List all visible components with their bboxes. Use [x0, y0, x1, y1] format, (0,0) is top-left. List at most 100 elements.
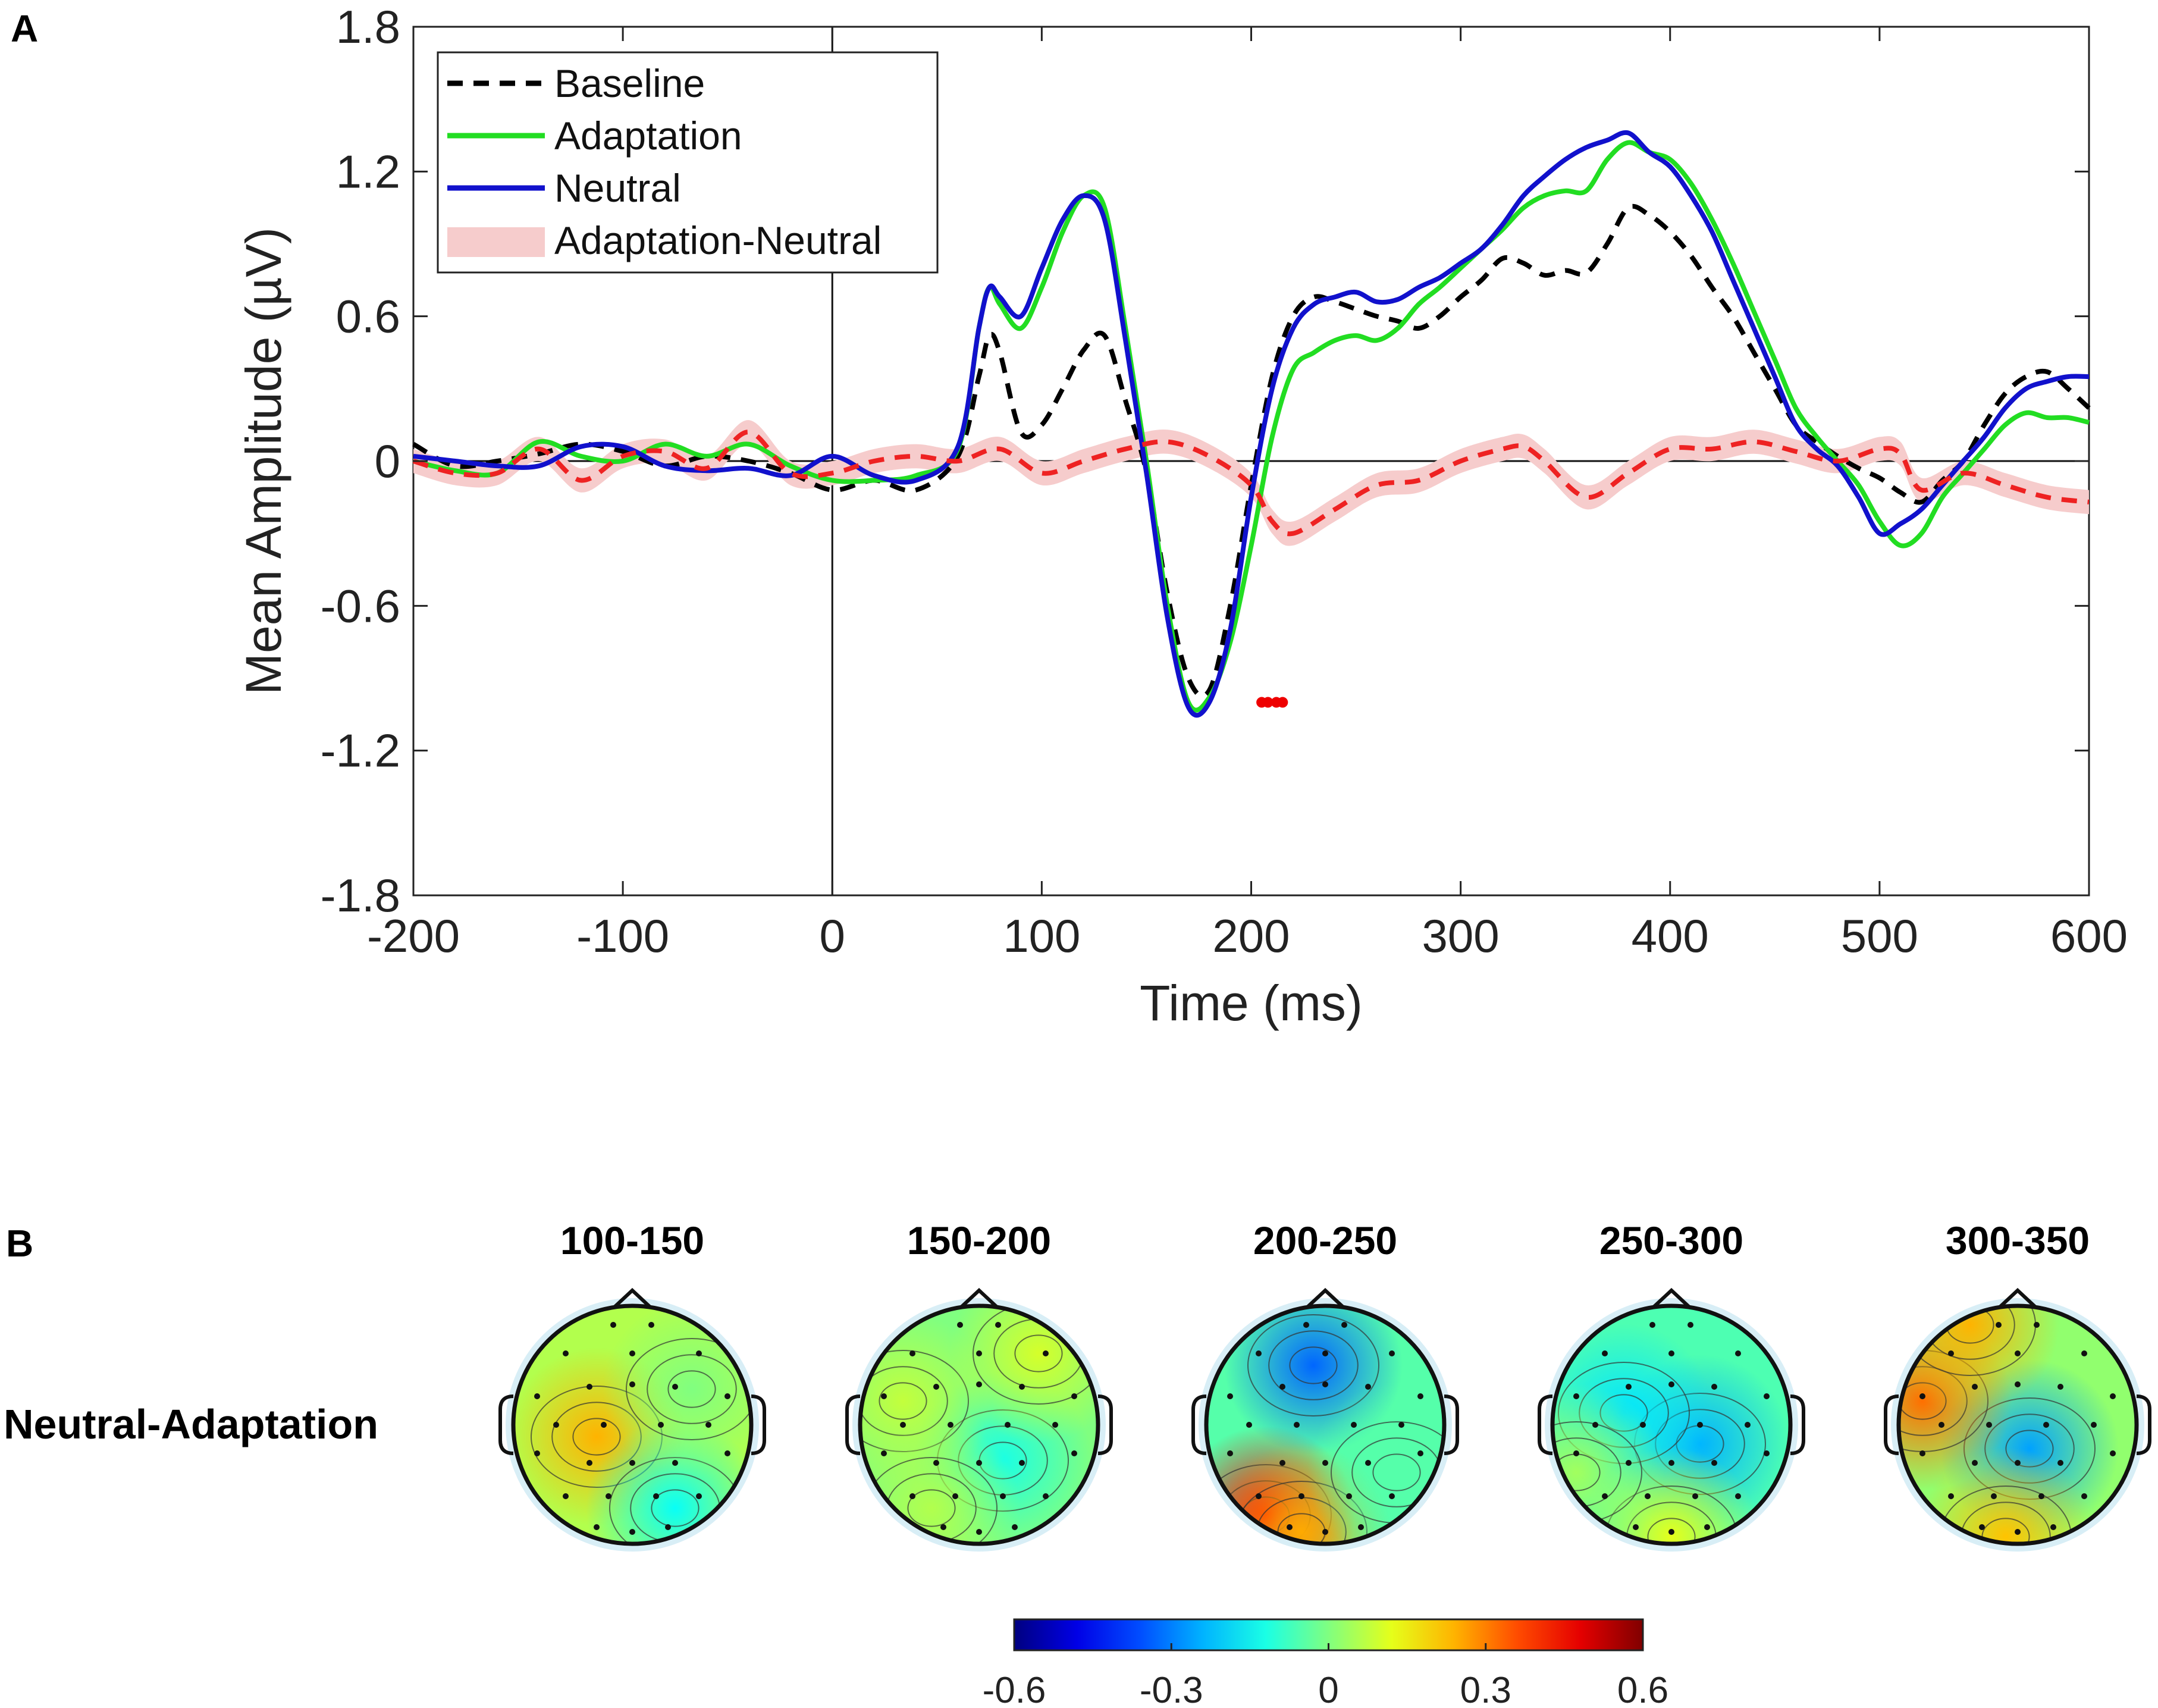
- right-ear: [1790, 1394, 1805, 1455]
- electrode: [1322, 1350, 1328, 1356]
- colorbar-tick-label: -0.3: [1140, 1670, 1203, 1708]
- electrode: [653, 1493, 659, 1499]
- electrode: [2081, 1493, 2087, 1499]
- topomap-4: 250-300: [1538, 1218, 1805, 1552]
- electrode: [672, 1384, 678, 1390]
- electrode: [1711, 1384, 1717, 1390]
- electrode: [1573, 1393, 1579, 1399]
- electrode: [629, 1460, 635, 1466]
- electrode: [1986, 1422, 1992, 1428]
- potential-field: [1552, 1324, 1789, 1544]
- contour-line: [907, 1489, 956, 1527]
- electrode: [1358, 1524, 1364, 1530]
- electrode: [1294, 1422, 1300, 1428]
- electrode: [1649, 1322, 1655, 1328]
- electrode: [1948, 1350, 1954, 1356]
- panel-a-letter: A: [11, 7, 38, 50]
- contour-line: [1247, 1314, 1379, 1416]
- electrode: [1389, 1493, 1395, 1499]
- x-tick-label: 500: [1841, 910, 1918, 962]
- head-outline: [1204, 1303, 1447, 1546]
- electrode: [1687, 1322, 1693, 1328]
- electrode: [1351, 1422, 1357, 1428]
- electrode: [629, 1350, 635, 1356]
- electrode: [1626, 1460, 1632, 1466]
- topomap-title: 200-250: [1253, 1218, 1397, 1262]
- electrode: [933, 1460, 939, 1466]
- electrode: [1633, 1524, 1639, 1530]
- electrode: [1071, 1393, 1077, 1399]
- electrode: [1298, 1493, 1304, 1499]
- legend-swatch-adaptation-neutral: [447, 227, 545, 257]
- electrode: [1602, 1493, 1608, 1499]
- topomap-title: 300-350: [1946, 1218, 2090, 1262]
- topomap-1: 100-150: [498, 1218, 766, 1552]
- topomap-5: 300-350: [1884, 1218, 2151, 1552]
- topomap-2: 150-200: [845, 1218, 1113, 1552]
- electrode: [900, 1422, 906, 1428]
- electrode: [1365, 1460, 1371, 1466]
- left-ear: [1538, 1394, 1553, 1455]
- electrode: [909, 1493, 915, 1499]
- nose: [613, 1287, 652, 1309]
- electrode: [1697, 1422, 1703, 1428]
- electrode: [1417, 1450, 1423, 1456]
- y-tick-label: -1.8: [321, 869, 400, 922]
- contour-line: [667, 1370, 716, 1408]
- contour-line: [1647, 1518, 1696, 1544]
- nose: [959, 1287, 999, 1309]
- head-halo: [1199, 1298, 1452, 1552]
- legend-label-adaptation: Adaptation: [554, 114, 742, 158]
- topography-panel: Neutral-Adaptation 100-150 150-200 200-250…: [4, 1218, 2151, 1708]
- electrode: [957, 1322, 963, 1328]
- electrode: [976, 1460, 982, 1466]
- potential-blob: [1899, 1306, 2059, 1414]
- electrode: [586, 1460, 592, 1466]
- significance-point: [1262, 697, 1274, 708]
- x-tick-label: 100: [1003, 910, 1080, 962]
- electrode: [1256, 1350, 1262, 1356]
- electrode: [672, 1460, 678, 1466]
- x-axis-title: Time (ms): [1140, 975, 1363, 1031]
- electrode: [1227, 1450, 1233, 1456]
- electrode: [724, 1393, 730, 1399]
- electrode: [1692, 1493, 1698, 1499]
- electrode: [553, 1422, 559, 1428]
- contour-line: [647, 1354, 737, 1424]
- electrode: [594, 1524, 600, 1530]
- electrode: [2015, 1529, 2021, 1535]
- electrode: [648, 1322, 654, 1328]
- electrode: [1071, 1450, 1077, 1456]
- head-halo: [852, 1298, 1106, 1552]
- electrode: [1341, 1322, 1347, 1328]
- electrode: [563, 1493, 569, 1499]
- electrode: [1592, 1422, 1598, 1428]
- electrode: [1052, 1422, 1058, 1428]
- colorbar-tick-label: 0: [1318, 1670, 1338, 1708]
- y-tick-label: 1.8: [336, 1, 400, 53]
- right-ear: [1097, 1394, 1113, 1455]
- electrode: [948, 1422, 953, 1428]
- electrode: [1279, 1384, 1285, 1390]
- electrode: [976, 1381, 982, 1387]
- electrode: [1972, 1460, 1978, 1466]
- electrode: [665, 1524, 671, 1530]
- electrode: [881, 1393, 887, 1399]
- electrode: [1996, 1322, 2002, 1328]
- topomap-title: 150-200: [907, 1218, 1051, 1262]
- electrode: [909, 1350, 915, 1356]
- potential-blob: [1917, 1447, 2095, 1544]
- electrode: [1745, 1422, 1751, 1428]
- electrode: [724, 1450, 730, 1456]
- electrode: [1919, 1393, 1925, 1399]
- head-outline: [1896, 1303, 2139, 1546]
- electrode: [1711, 1460, 1717, 1466]
- topomap-title: 250-300: [1599, 1218, 1743, 1262]
- electrode: [1322, 1381, 1328, 1387]
- head-halo: [1891, 1298, 2144, 1552]
- electrode: [1735, 1493, 1741, 1499]
- right-ear: [751, 1394, 766, 1455]
- left-ear: [1191, 1394, 1207, 1455]
- contour-line: [1014, 1334, 1063, 1372]
- legend-label-neutral: Neutral: [554, 166, 681, 210]
